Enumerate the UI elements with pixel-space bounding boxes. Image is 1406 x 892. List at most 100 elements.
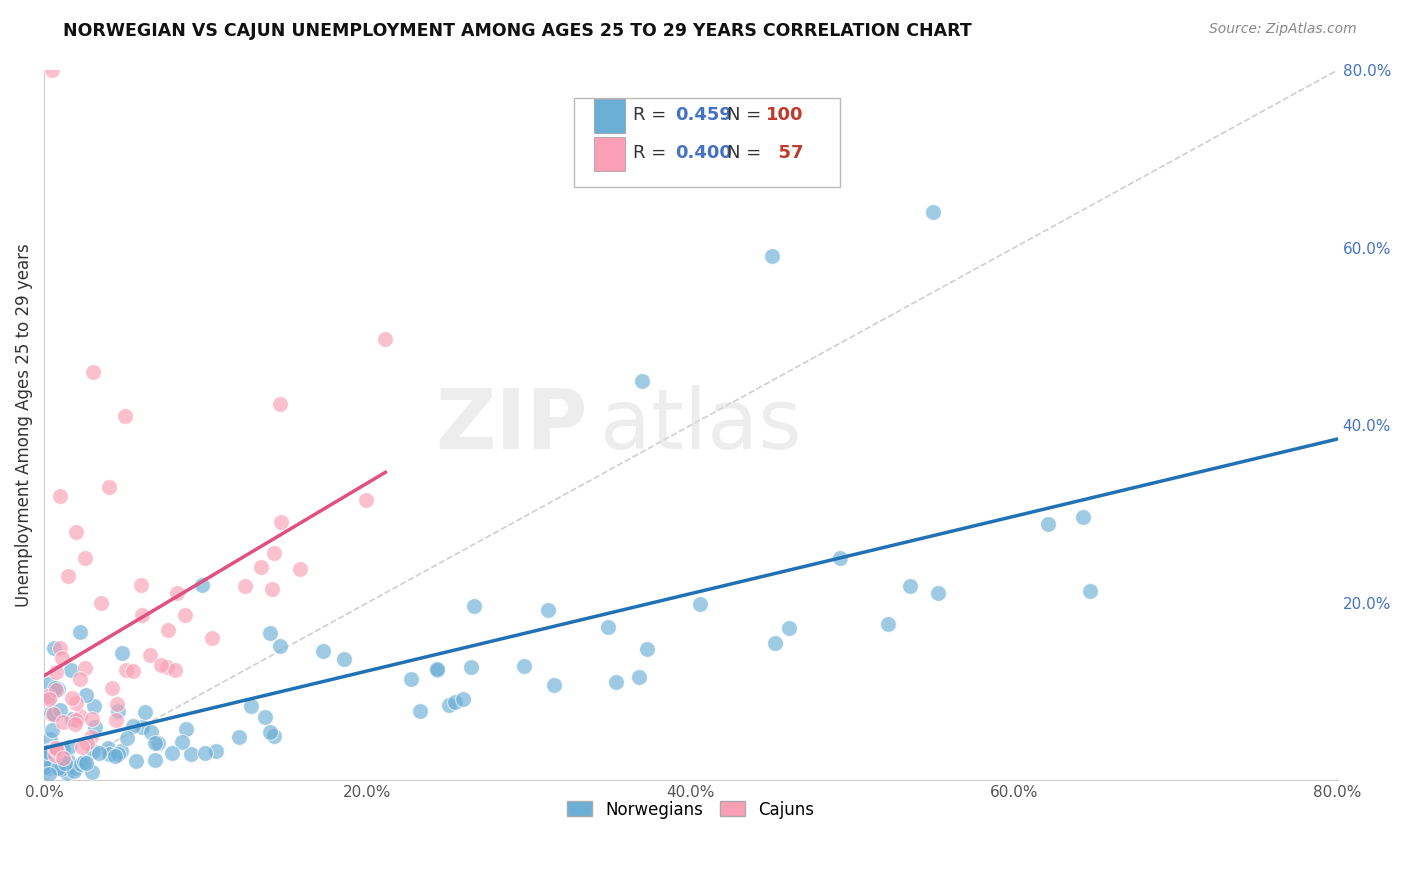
Point [107,704,129,718]
Point [65,714,87,728]
Text: R =: R = [633,105,672,124]
Point [44,747,66,762]
Point [1071,510,1094,524]
Point [253,710,276,724]
Point [42,706,65,721]
Point [53,756,76,771]
Point [107,747,129,761]
Point [191,578,214,592]
Point [249,559,271,574]
Point [239,699,262,714]
Point [80,730,103,744]
Point [38,761,60,775]
Point [898,579,921,593]
Point [80,765,103,780]
Point [105,713,128,727]
Point [1078,584,1101,599]
Point [830,551,852,566]
Point [157,624,180,638]
Point [98,747,121,761]
Point [52,751,75,765]
Point [201,631,224,645]
Point [259,625,281,640]
Point [42,706,65,721]
Point [52,715,75,730]
FancyBboxPatch shape [593,99,624,133]
Text: R =: R = [633,144,672,162]
Point [104,748,127,763]
Point [45,740,67,755]
Point [122,718,145,732]
Point [111,646,134,660]
Point [41,63,63,78]
Point [38,677,60,691]
Point [49,702,72,716]
Point [129,578,152,592]
Text: 0.459: 0.459 [675,105,733,124]
Point [105,697,128,711]
Point [58,739,80,754]
FancyBboxPatch shape [575,98,839,187]
Point [134,705,156,719]
Point [46,681,69,696]
Point [62,764,84,778]
Point [39,690,62,705]
Point [75,688,97,702]
Point [49,489,72,503]
Point [75,661,97,675]
Point [46,742,69,756]
Point [69,624,91,639]
Point [72,739,94,754]
Point [45,665,67,680]
Point [75,756,97,770]
Point [1036,516,1059,531]
Text: Source: ZipAtlas.com: Source: ZipAtlas.com [1209,22,1357,37]
Point [270,515,292,529]
Point [537,603,560,617]
Point [51,650,73,665]
Point [408,704,430,718]
Point [150,657,173,672]
Point [115,731,138,745]
Point [451,692,474,706]
Point [63,717,86,731]
Point [42,640,65,655]
Point [194,746,217,760]
Point [76,736,98,750]
Text: 100: 100 [766,105,803,124]
Point [89,746,111,760]
Y-axis label: Unemployment Among Ages 25 to 29 years: Unemployment Among Ages 25 to 29 years [15,244,32,607]
Point [139,648,162,662]
Point [399,672,422,686]
Point [763,636,786,650]
Point [65,761,87,775]
Point [49,640,72,655]
Point [44,681,66,695]
Point [146,736,169,750]
Text: atlas: atlas [600,384,801,466]
Point [761,250,783,264]
Point [180,747,202,761]
Point [122,664,145,678]
Point [259,725,281,739]
Point [596,620,619,634]
Point [426,664,449,678]
Point [513,658,536,673]
Point [65,524,87,539]
Point [605,675,627,690]
Point [877,617,900,632]
Point [114,409,136,424]
Point [233,579,256,593]
Point [84,720,107,734]
Point [163,663,186,677]
Point [56,766,79,780]
Point [46,761,69,775]
Point [628,670,651,684]
FancyBboxPatch shape [593,137,624,171]
Text: N =: N = [727,105,768,124]
Point [156,660,179,674]
Point [131,720,153,734]
Point [426,662,449,676]
Point [35,745,58,759]
Point [60,663,83,677]
